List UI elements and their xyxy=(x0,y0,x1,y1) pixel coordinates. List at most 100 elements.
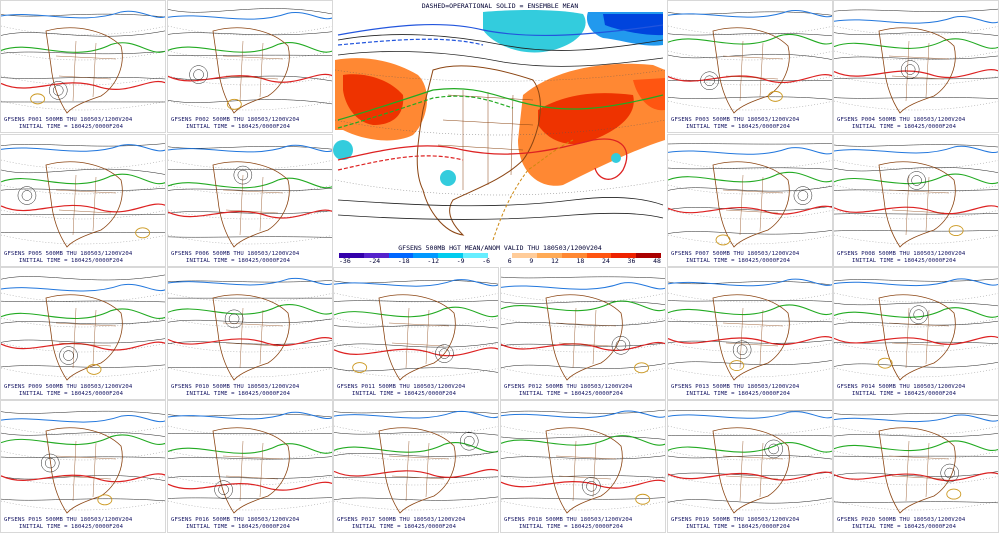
member-panel-init-time: INITIAL TIME = 180425/0000F204 xyxy=(19,524,124,530)
member-panel-title: GFSENS P016 500MB THU 180503/1200V204 xyxy=(171,517,300,523)
member-panel-title: GFSENS P017 500MB THU 180503/1200V204 xyxy=(337,517,466,523)
member-panel: GFSENS P016 500MB THU 180503/1200V204 INI… xyxy=(167,400,333,533)
member-panel-init-time: INITIAL TIME = 180425/0000F204 xyxy=(852,391,957,397)
ensemble-mean-map xyxy=(333,10,666,241)
colorbar-tick-label: -12 xyxy=(427,257,440,265)
colorbar-tick-label: -6 xyxy=(482,257,491,265)
member-panel: GFSENS P005 500MB THU 180503/1200V204 INI… xyxy=(0,134,166,267)
member-map xyxy=(168,8,332,114)
member-panel: GFSENS P009 500MB THU 180503/1200V204 INI… xyxy=(0,267,166,400)
member-panel-title: GFSENS P014 500MB THU 180503/1200V204 xyxy=(837,384,966,390)
colorbar-swatch xyxy=(611,253,637,258)
member-panel-title: GFSENS P010 500MB THU 180503/1200V204 xyxy=(171,384,300,390)
colorbar-swatch xyxy=(586,253,612,258)
member-panel-init-time: INITIAL TIME = 180425/0000F204 xyxy=(186,124,291,130)
center-map-title: DASHED=OPERATIONAL SOLID = ENSEMBLE MEAN xyxy=(421,2,579,10)
colorbar-swatch xyxy=(462,253,488,258)
colorbar-tick-label: 18 xyxy=(576,257,585,265)
member-panel: GFSENS P014 500MB THU 180503/1200V204 INI… xyxy=(833,267,999,400)
colorbar-swatch xyxy=(388,253,414,258)
member-panel: GFSENS P012 500MB THU 180503/1200V204 INI… xyxy=(500,267,666,400)
member-map xyxy=(668,410,832,514)
member-map xyxy=(168,411,332,514)
colorbar-tick-label: -24 xyxy=(368,257,381,265)
member-panel-title: GFSENS P004 500MB THU 180503/1200V204 xyxy=(837,117,966,123)
colorbar-tick-label: -9 xyxy=(456,257,465,265)
member-map xyxy=(1,410,165,514)
member-panel-init-time: INITIAL TIME = 180425/0000F204 xyxy=(352,524,457,530)
member-panel: GFSENS P020 500MB THU 180503/1200V204 INI… xyxy=(833,400,999,533)
colorbar-swatch xyxy=(512,253,538,258)
member-map xyxy=(1,10,165,114)
colorbar-swatch xyxy=(487,253,513,258)
member-panel-title: GFSENS P012 500MB THU 180503/1200V204 xyxy=(504,384,633,390)
member-panel: GFSENS P017 500MB THU 180503/1200V204 INI… xyxy=(333,400,499,533)
member-panel-title: GFSENS P008 500MB THU 180503/1200V204 xyxy=(837,251,966,257)
member-panel-init-time: INITIAL TIME = 180425/0000F204 xyxy=(186,524,291,530)
member-panel-init-time: INITIAL TIME = 180425/0000F204 xyxy=(519,391,624,397)
member-panel-init-time: INITIAL TIME = 180425/0000F204 xyxy=(686,391,791,397)
member-map xyxy=(834,278,998,381)
member-panel-init-time: INITIAL TIME = 180425/0000F204 xyxy=(686,258,791,264)
colorbar-swatch xyxy=(438,253,463,258)
anomaly-colorbar xyxy=(339,253,661,258)
member-panel-init-time: INITIAL TIME = 180425/0000F204 xyxy=(686,524,791,530)
member-panel-title: GFSENS P006 500MB THU 180503/1200V204 xyxy=(171,251,300,257)
member-map xyxy=(334,410,498,514)
colorbar-tick-label: -36 xyxy=(339,257,351,265)
member-panel: GFSENS P003 500MB THU 180503/1200V204 INI… xyxy=(667,0,833,133)
member-panel-init-time: INITIAL TIME = 180425/0000F204 xyxy=(852,524,957,530)
member-map xyxy=(168,277,332,381)
colorbar-swatch xyxy=(363,253,389,258)
member-panel-init-time: INITIAL TIME = 180425/0000F204 xyxy=(852,124,957,130)
member-panel-title: GFSENS P019 500MB THU 180503/1200V204 xyxy=(671,517,800,523)
colorbar-tick-label: 6 xyxy=(507,257,512,265)
member-map xyxy=(668,10,832,114)
center-map-caption: GFSENS 500MB HGT MEAN/ANOM VALID THU 180… xyxy=(398,244,602,252)
member-panel-init-time: INITIAL TIME = 180425/0000F204 xyxy=(686,124,791,130)
member-map xyxy=(834,412,998,514)
colorbar-tick-label: 9 xyxy=(529,257,534,265)
member-panel-init-time: INITIAL TIME = 180425/0000F204 xyxy=(19,391,124,397)
member-map xyxy=(168,144,332,248)
member-panel: GFSENS P013 500MB THU 180503/1200V204 INI… xyxy=(667,267,833,400)
member-panel-init-time: INITIAL TIME = 180425/0000F204 xyxy=(852,258,957,264)
member-panel: GFSENS P007 500MB THU 180503/1200V204 INI… xyxy=(667,134,833,267)
member-panel-init-time: INITIAL TIME = 180425/0000F204 xyxy=(352,391,457,397)
member-panel: GFSENS P004 500MB THU 180503/1200V204 INI… xyxy=(833,0,999,133)
member-panel: GFSENS P001 500MB THU 180503/1200V204 INI… xyxy=(0,0,166,133)
member-panel: GFSENS P002 500MB THU 180503/1200V204 INI… xyxy=(167,0,333,133)
colorbar-tick-label: 36 xyxy=(627,257,636,265)
colorbar-tick-label: 48 xyxy=(653,257,661,265)
ensemble-mean-map-panel: DASHED=OPERATIONAL SOLID = ENSEMBLE MEAN… xyxy=(333,0,667,268)
member-panel-init-time: INITIAL TIME = 180425/0000F204 xyxy=(19,124,124,130)
member-panel-title: GFSENS P013 500MB THU 180503/1200V204 xyxy=(671,384,800,390)
colorbar-tick-label: 24 xyxy=(602,257,610,265)
member-panel-title: GFSENS P002 500MB THU 180503/1200V204 xyxy=(171,117,300,123)
member-panel-title: GFSENS P015 500MB THU 180503/1200V204 xyxy=(4,517,133,523)
member-map xyxy=(834,8,998,114)
member-panel: GFSENS P015 500MB THU 180503/1200V204 INI… xyxy=(0,400,166,533)
member-panel-title: GFSENS P020 500MB THU 180503/1200V204 xyxy=(837,517,966,523)
member-panel-title: GFSENS P007 500MB THU 180503/1200V204 xyxy=(671,251,800,257)
member-panel-title: GFSENS P005 500MB THU 180503/1200V204 xyxy=(4,251,133,257)
member-map xyxy=(834,144,998,248)
member-panel-title: GFSENS P018 500MB THU 180503/1200V204 xyxy=(504,517,633,523)
member-panel-init-time: INITIAL TIME = 180425/0000F204 xyxy=(186,391,291,397)
colorbar-swatch xyxy=(636,253,661,258)
member-panel: GFSENS P006 500MB THU 180503/1200V204 INI… xyxy=(167,134,333,267)
colorbar-swatch xyxy=(561,253,587,258)
member-panel-init-time: INITIAL TIME = 180425/0000F204 xyxy=(519,524,624,530)
member-panel-init-time: INITIAL TIME = 180425/0000F204 xyxy=(186,258,291,264)
colorbar-swatch xyxy=(537,253,562,258)
member-map xyxy=(334,279,498,381)
member-panel-title: GFSENS P009 500MB THU 180503/1200V204 xyxy=(4,384,133,390)
member-panel: GFSENS P008 500MB THU 180503/1200V204 INI… xyxy=(833,134,999,267)
colorbar-tick-label: -18 xyxy=(397,257,410,265)
member-map xyxy=(1,274,165,381)
member-panel-title: GFSENS P011 500MB THU 180503/1200V204 xyxy=(337,384,466,390)
colorbar-tick-label: 12 xyxy=(551,257,559,265)
member-panel: GFSENS P018 500MB THU 180503/1200V204 INI… xyxy=(500,400,666,533)
member-panel-init-time: INITIAL TIME = 180425/0000F204 xyxy=(19,258,124,264)
member-map xyxy=(668,278,832,381)
